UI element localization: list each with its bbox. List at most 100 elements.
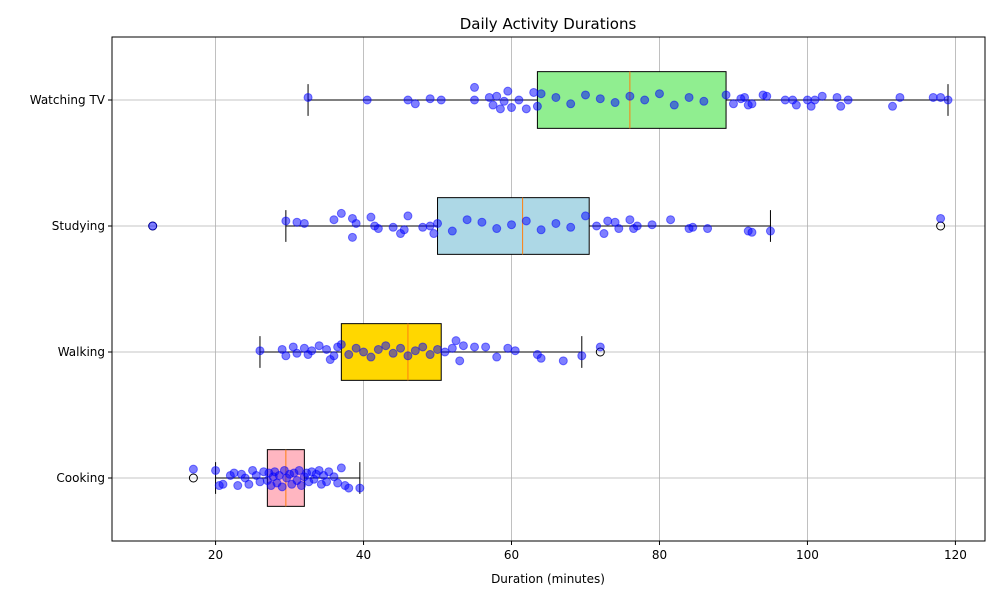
data-point — [728, 99, 738, 109]
data-point — [425, 350, 435, 360]
data-point — [351, 218, 361, 228]
data-point — [832, 92, 842, 102]
data-point — [455, 356, 465, 366]
data-point — [307, 346, 317, 356]
data-point — [229, 468, 239, 478]
x-tick-label: 120 — [944, 548, 967, 562]
data-point — [188, 464, 198, 474]
data-point — [329, 215, 339, 225]
data-point — [780, 95, 790, 105]
data-point — [688, 222, 698, 232]
data-point — [928, 92, 938, 102]
data-point — [895, 92, 905, 102]
data-point — [488, 100, 498, 110]
data-point — [299, 218, 309, 228]
data-point — [281, 351, 291, 361]
data-point — [536, 353, 546, 363]
data-point — [936, 92, 946, 102]
data-point — [936, 213, 946, 223]
data-point — [558, 356, 568, 366]
data-point — [329, 351, 339, 361]
data-point — [336, 463, 346, 473]
x-tick-label: 100 — [796, 548, 819, 562]
data-point — [447, 226, 457, 236]
data-point — [366, 212, 376, 222]
data-point — [418, 342, 428, 352]
x-tick-label: 60 — [504, 548, 519, 562]
data-point — [366, 352, 376, 362]
data-point — [388, 222, 398, 232]
data-point — [344, 483, 354, 493]
box-iqr — [437, 197, 590, 255]
point-layer — [148, 82, 953, 493]
data-point — [481, 342, 491, 352]
x-tick-label: 80 — [652, 548, 667, 562]
data-point — [595, 94, 605, 104]
data-point — [666, 215, 676, 225]
data-point — [303, 92, 313, 102]
data-point — [625, 215, 635, 225]
data-point — [699, 96, 709, 106]
data-point — [322, 344, 332, 354]
data-point — [484, 92, 494, 102]
data-point — [148, 221, 158, 231]
data-point — [510, 346, 520, 356]
data-point — [451, 336, 461, 346]
data-point — [529, 87, 539, 97]
data-point — [462, 215, 472, 225]
data-point — [440, 347, 450, 357]
flier-point — [188, 473, 198, 483]
data-point — [625, 91, 635, 101]
data-point — [507, 103, 517, 113]
data-point — [521, 104, 531, 114]
data-point — [580, 90, 590, 100]
data-point — [336, 208, 346, 218]
data-point — [244, 479, 254, 489]
data-point — [418, 222, 428, 232]
data-point — [721, 90, 731, 100]
data-point — [514, 95, 524, 105]
data-point — [410, 346, 420, 356]
data-point — [218, 479, 228, 489]
data-point — [336, 339, 346, 349]
data-point — [351, 343, 361, 353]
data-point — [425, 221, 435, 231]
data-point — [281, 216, 291, 226]
data-point — [211, 465, 221, 475]
data-point — [296, 481, 306, 491]
data-point — [292, 217, 302, 227]
data-point — [521, 216, 531, 226]
data-point — [503, 86, 513, 96]
data-point — [396, 343, 406, 353]
data-point — [255, 477, 265, 487]
data-point — [603, 216, 613, 226]
data-point — [503, 343, 513, 353]
data-point — [429, 229, 439, 239]
data-point — [381, 341, 391, 351]
data-point — [458, 341, 468, 351]
data-point — [507, 220, 517, 230]
data-point — [762, 91, 772, 101]
data-point — [470, 82, 480, 92]
data-point — [314, 341, 324, 351]
data-point — [344, 350, 354, 360]
data-point — [373, 344, 383, 354]
data-point — [362, 95, 372, 105]
data-point — [888, 101, 898, 111]
data-point — [817, 91, 827, 101]
data-point — [747, 227, 757, 237]
data-point — [843, 95, 853, 105]
data-point — [740, 92, 750, 102]
data-point — [747, 99, 757, 109]
tick-layer: 20 40 60 80 100 120 Cooking Walking Studying Watc… — [30, 93, 967, 562]
x-tick-label: 20 — [208, 548, 223, 562]
data-point — [765, 226, 775, 236]
data-point — [640, 95, 650, 105]
data-point — [233, 481, 243, 491]
y-tick-label: Watching TV — [30, 93, 106, 107]
data-point — [580, 211, 590, 221]
data-point — [492, 352, 502, 362]
data-point — [836, 101, 846, 111]
data-point — [425, 94, 435, 104]
